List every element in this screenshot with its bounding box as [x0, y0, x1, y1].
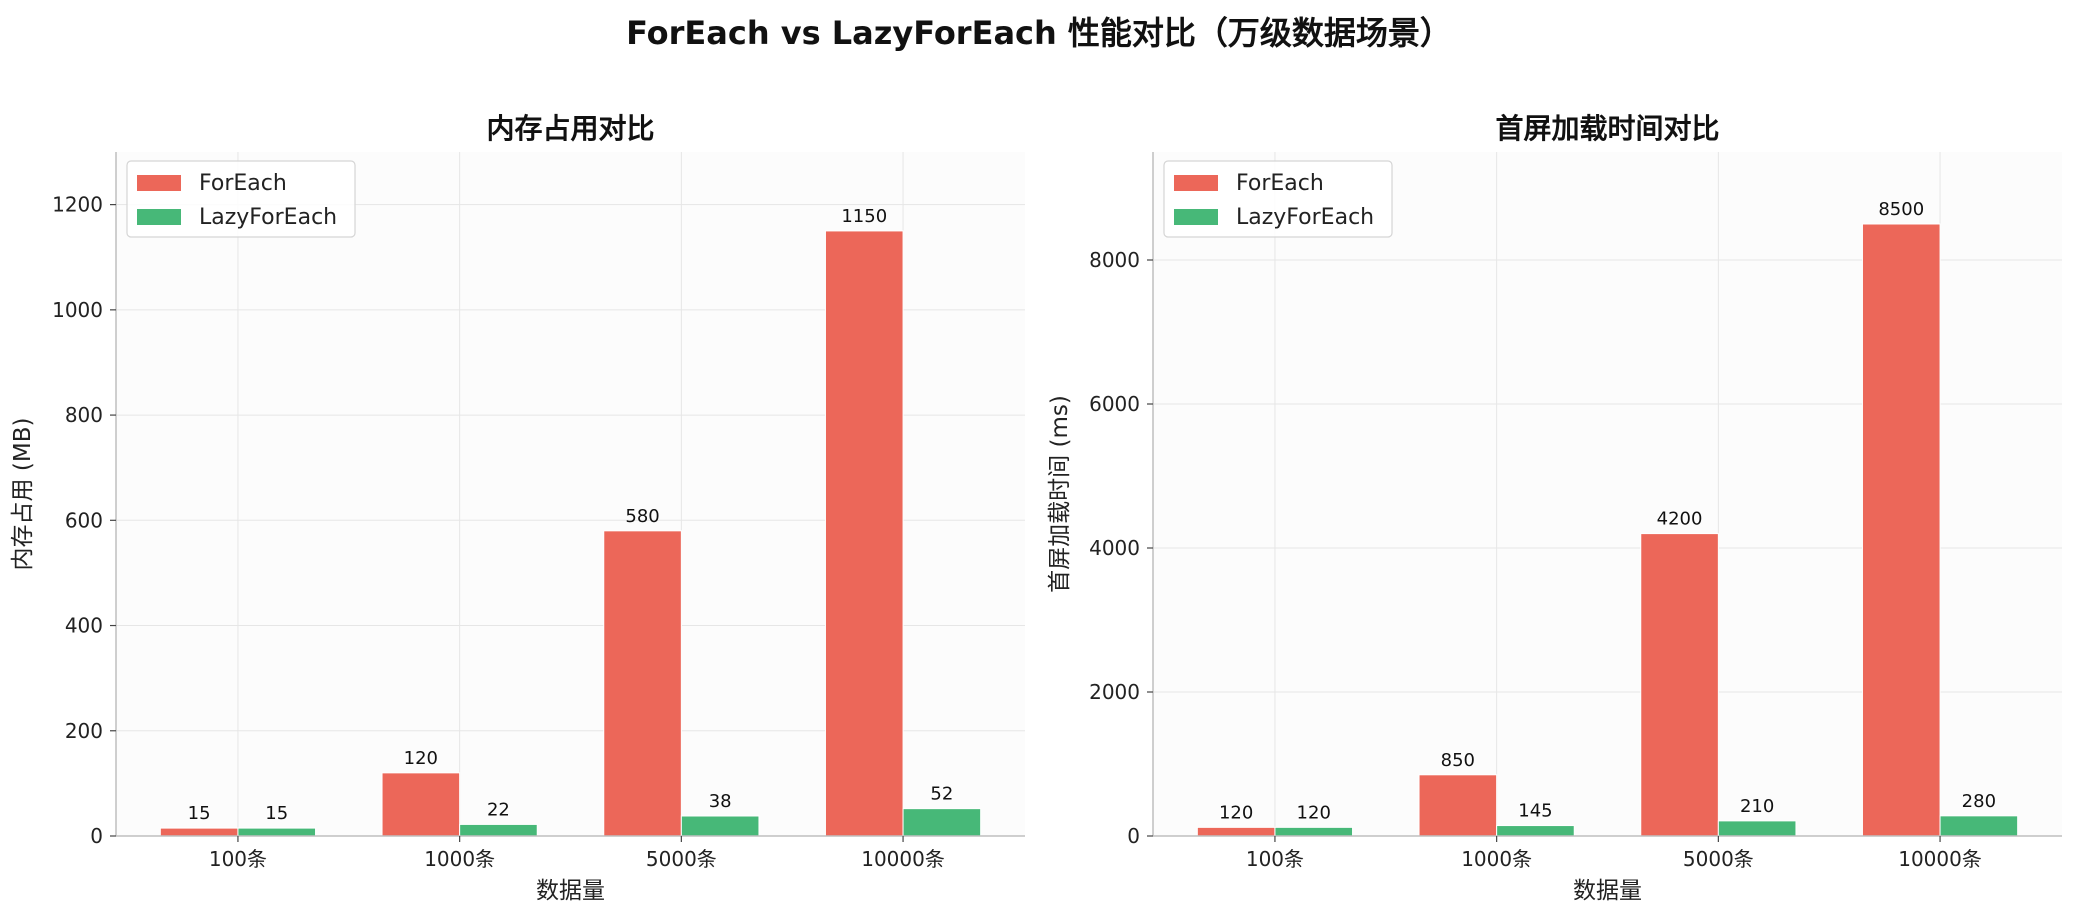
- figure-title: ForEach vs LazyForEach 性能对比（万级数据场景）: [626, 14, 1452, 52]
- data-label: 8500: [1878, 199, 1924, 220]
- x-tick-label: 1000条: [1461, 847, 1532, 871]
- y-tick-label: 600: [65, 508, 103, 532]
- x-axis-label: 数据量: [536, 878, 605, 904]
- x-tick-label: 10000条: [861, 847, 945, 871]
- bar-foreach-1: [1418, 774, 1498, 837]
- legend-label: LazyForEach: [199, 205, 337, 230]
- data-label: 1150: [841, 206, 887, 227]
- bar-lazyforeach-2: [680, 815, 760, 837]
- y-tick-label: 0: [90, 824, 103, 848]
- legend-box: [126, 160, 356, 238]
- load-time-chart-panel: 120 850 4200 8500 120 145 210 280 0 2000 4000 6000 8…: [1047, 112, 2062, 904]
- chart-title: 首屏加载时间对比: [1495, 112, 1719, 145]
- chart-title: 内存占用对比: [486, 112, 654, 145]
- data-label: 38: [709, 791, 732, 812]
- legend: ForEach LazyForEach: [126, 160, 356, 238]
- legend-swatch-lazyforeach: [1174, 209, 1218, 225]
- y-tick-label: 400: [65, 614, 103, 638]
- bar-lazyforeach-1: [1496, 825, 1575, 837]
- data-label: 15: [188, 803, 211, 824]
- legend-swatch-foreach: [137, 175, 181, 191]
- bar-lazyforeach-0: [1274, 826, 1354, 837]
- data-label: 15: [265, 803, 288, 824]
- bar-foreach-2: [603, 530, 682, 837]
- y-tick-label: 6000: [1089, 392, 1140, 416]
- y-axis-label: 内存占用 (MB): [10, 418, 36, 571]
- bar-lazyforeach-2: [1717, 820, 1797, 837]
- y-tick-label: 4000: [1089, 536, 1140, 560]
- bar-foreach-1: [381, 772, 461, 837]
- bar-lazyforeach-3: [1939, 815, 2019, 837]
- data-label: 210: [1740, 796, 1774, 817]
- x-tick-label: 100条: [1246, 847, 1304, 871]
- x-tick-label: 5000条: [1683, 847, 1754, 871]
- bar-lazyforeach-0: [237, 827, 317, 837]
- data-label: 22: [487, 799, 510, 820]
- y-tick-label: 200: [65, 719, 103, 743]
- data-label: 120: [404, 748, 438, 769]
- data-label: 52: [930, 784, 953, 805]
- legend-swatch-lazyforeach: [137, 209, 181, 225]
- bar-foreach-0: [159, 827, 239, 837]
- y-tick-label: 0: [1127, 824, 1140, 848]
- y-tick-label: 1200: [52, 193, 103, 217]
- y-tick-label: 8000: [1089, 248, 1140, 272]
- memory-chart-panel: 15 120 580 1150 15 22 38 52 0 200 400 600 800 1000 120…: [10, 112, 1025, 904]
- bar-foreach-0: [1196, 826, 1276, 837]
- bar-lazyforeach-1: [459, 823, 538, 837]
- x-axis-label: 数据量: [1573, 878, 1642, 904]
- data-label: 580: [625, 506, 659, 527]
- data-label: 120: [1219, 802, 1253, 823]
- data-label: 4200: [1657, 509, 1703, 530]
- bar-foreach-3: [1861, 223, 1941, 837]
- legend-box: [1163, 160, 1393, 238]
- data-label: 850: [1441, 750, 1475, 771]
- x-tick-label: 1000条: [424, 847, 495, 871]
- x-tick-label: 100条: [209, 847, 267, 871]
- y-tick-label: 1000: [52, 298, 103, 322]
- bar-foreach-3: [824, 230, 904, 837]
- legend-label: ForEach: [1236, 171, 1324, 196]
- legend-label: ForEach: [199, 171, 287, 196]
- y-axis-label: 首屏加载时间 (ms): [1047, 395, 1073, 593]
- bar-lazyforeach-3: [902, 808, 982, 837]
- legend-swatch-foreach: [1174, 175, 1218, 191]
- y-tick-label: 2000: [1089, 680, 1140, 704]
- bar-foreach-2: [1640, 533, 1719, 837]
- legend-label: LazyForEach: [1236, 205, 1374, 230]
- x-tick-label: 5000条: [646, 847, 717, 871]
- data-label: 120: [1297, 802, 1331, 823]
- x-tick-label: 10000条: [1898, 847, 1982, 871]
- data-label: 145: [1518, 801, 1552, 822]
- legend: ForEach LazyForEach: [1163, 160, 1393, 238]
- data-label: 280: [1962, 791, 1996, 812]
- y-tick-label: 800: [65, 403, 103, 427]
